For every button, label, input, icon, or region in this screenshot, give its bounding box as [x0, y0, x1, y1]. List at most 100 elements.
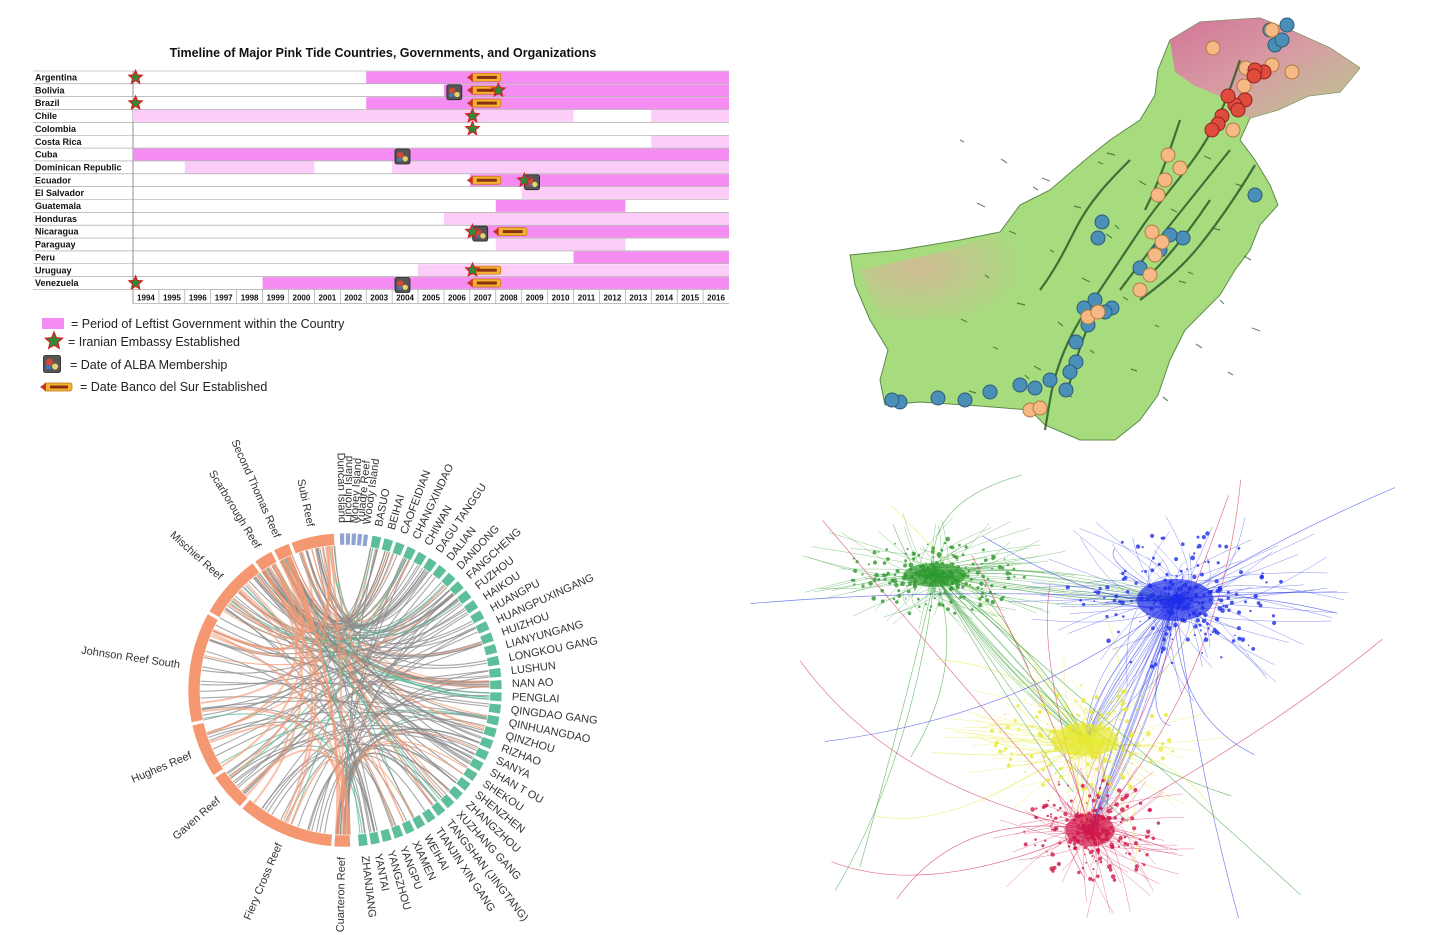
year-label: 1998: [241, 293, 259, 302]
network-node: [1088, 876, 1093, 881]
network-node: [988, 590, 992, 594]
network-node: [1076, 713, 1079, 716]
network-node: [1106, 753, 1109, 757]
network-node: [1089, 782, 1094, 787]
network-node: [1117, 845, 1121, 848]
chord-ribbon: [285, 556, 317, 824]
network-node: [962, 595, 966, 599]
chord-node-label: Gaven Reef: [171, 794, 224, 842]
orange-location-marker: [1154, 234, 1170, 250]
chord-arc: [479, 631, 495, 646]
network-node: [1207, 627, 1210, 630]
network-node: [933, 597, 936, 600]
network-edge: [934, 574, 1129, 822]
chord-node-label: Money Island: [348, 458, 364, 524]
network-node: [1125, 719, 1130, 724]
network-node: [1085, 802, 1088, 804]
chord-ribbon: [263, 569, 350, 835]
embassy-star-marker: [127, 94, 144, 111]
year-label: 1999: [267, 293, 285, 302]
network-node: [1044, 839, 1047, 842]
network-node: [1162, 637, 1166, 642]
network-node: [1085, 786, 1088, 790]
network-node: [992, 555, 996, 559]
network-node: [1106, 775, 1112, 780]
network-node: [1135, 708, 1138, 711]
network-node: [1217, 598, 1220, 601]
chord-diagram: Subi Reef Second Thomas Reef Scarborough R…: [0, 438, 720, 943]
network-node: [971, 562, 975, 566]
network-node: [1196, 535, 1200, 539]
network-node: [895, 568, 900, 574]
chord-arc: [482, 725, 498, 739]
network-node: [912, 584, 917, 589]
government-period-bar: [495, 200, 626, 212]
network-node: [1206, 622, 1209, 626]
network-node: [852, 557, 855, 560]
network-node: [1121, 571, 1125, 576]
chord-ribbon: [314, 547, 378, 832]
lake-feature: [976, 202, 986, 208]
lake-feature: [1195, 343, 1203, 349]
network-node: [1097, 709, 1100, 712]
network-node: [970, 608, 974, 611]
lake-feature: [1016, 302, 1026, 306]
chord-arc: [440, 571, 457, 588]
network-node: [1211, 631, 1214, 634]
network-node: [1239, 570, 1243, 575]
blue-location-marker: [930, 390, 946, 406]
network-node: [949, 562, 952, 565]
network-node: [1123, 707, 1129, 712]
network-graph: [720, 450, 1430, 943]
network-node: [1067, 845, 1071, 848]
network-node: [877, 550, 880, 553]
network-node: [1120, 600, 1125, 606]
chord-node-label: PENGLAI: [512, 691, 560, 705]
network-node: [877, 578, 881, 581]
network-node: [950, 545, 955, 550]
chord-arc: [369, 535, 383, 550]
network-edge: [934, 574, 1086, 741]
network-node: [1106, 782, 1109, 786]
network-node: [1203, 637, 1209, 642]
lake-feature: [1114, 224, 1120, 230]
chord-arc: [356, 533, 363, 547]
chord-node-label: Subi Reef: [294, 478, 316, 529]
network-node: [1049, 729, 1053, 734]
network-node: [1261, 572, 1264, 575]
country-label: Peru: [35, 252, 55, 262]
network-edge: [1089, 599, 1176, 831]
year-label: 2013: [629, 293, 647, 302]
government-period-bar: [469, 225, 729, 238]
network-node: [1092, 868, 1095, 871]
network-node: [1092, 696, 1095, 699]
network-node: [1142, 863, 1146, 867]
network-node: [968, 583, 972, 587]
network-node: [1111, 788, 1114, 791]
blue-location-marker: [884, 392, 900, 408]
timeline-row-lines: [33, 70, 729, 290]
network-node: [1034, 838, 1037, 841]
network-node: [867, 563, 870, 566]
network-node: [1106, 638, 1111, 644]
legend-banco-icon: [40, 382, 73, 392]
network-node: [917, 597, 920, 601]
network-node: [1091, 809, 1095, 813]
network-node: [1044, 751, 1048, 755]
chord-arc: [241, 799, 333, 847]
network-node: [961, 553, 965, 557]
network-node: [1042, 702, 1047, 707]
blue-location-marker: [1274, 32, 1290, 48]
network-edge: [934, 574, 1086, 741]
network-node: [895, 600, 899, 604]
chord-arc: [487, 702, 502, 715]
network-node: [1148, 616, 1151, 620]
chord-arc: [430, 800, 447, 817]
network-node: [1111, 764, 1115, 768]
network-node: [1072, 842, 1077, 846]
network-node: [1166, 738, 1172, 743]
network-edge: [971, 555, 1091, 831]
chord-arc: [380, 537, 394, 553]
network-node: [951, 562, 955, 566]
network-node: [911, 551, 916, 556]
